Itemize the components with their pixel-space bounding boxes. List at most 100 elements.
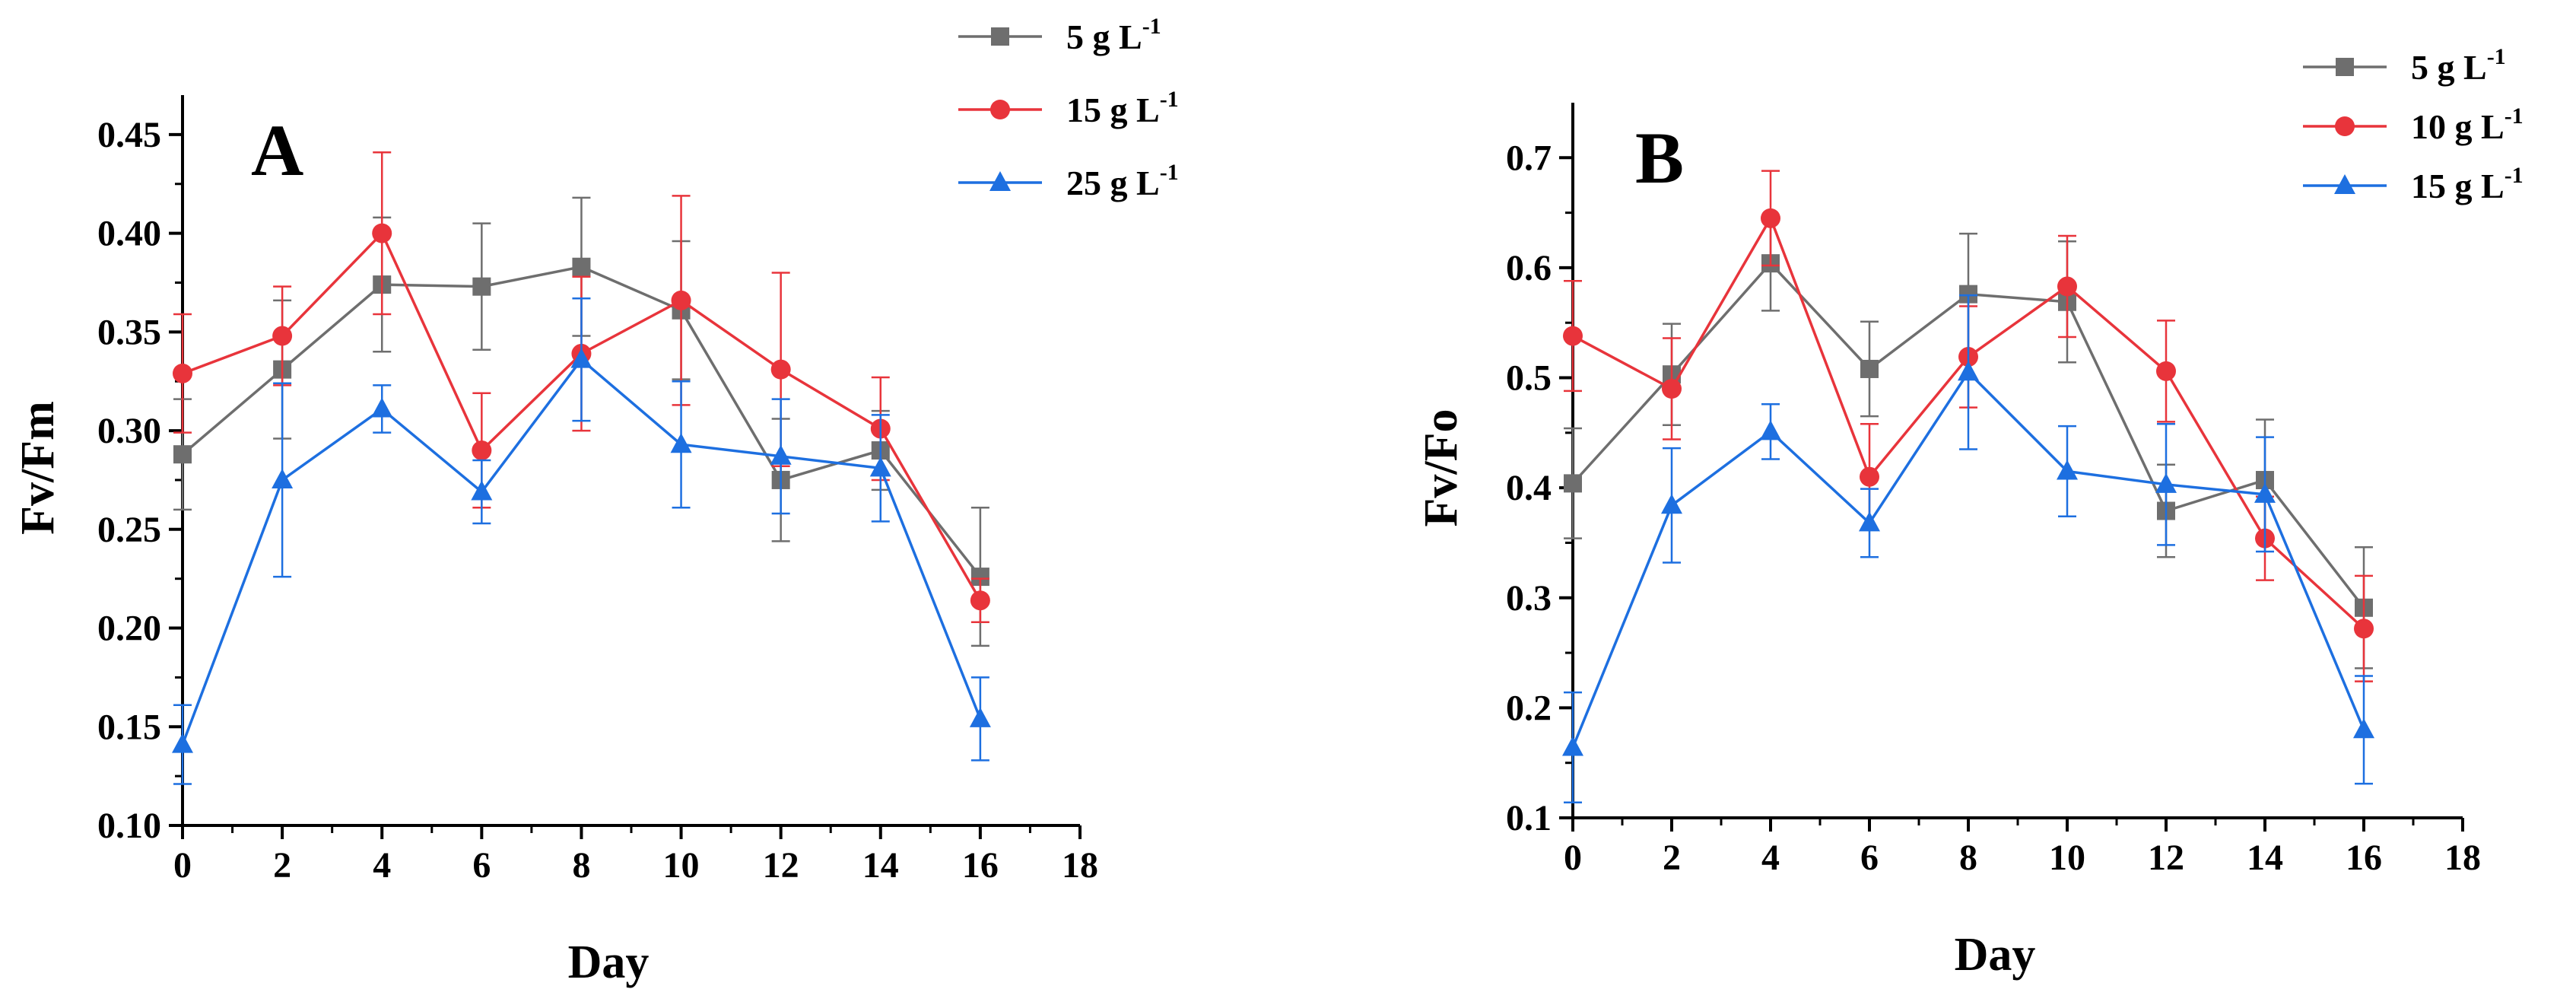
data-point: [2156, 361, 2176, 381]
data-point: [1860, 466, 1879, 487]
legend-label: 15 g L-1: [2411, 163, 2524, 205]
legend-entry: 15 g L-1: [958, 87, 1179, 129]
x-tick-label: 8: [572, 845, 590, 886]
data-point: [570, 348, 592, 368]
legend-marker: [2335, 116, 2355, 136]
y-tick-label: 0.3: [1506, 578, 1552, 619]
data-point: [173, 363, 192, 383]
y-tick-label: 0.30: [97, 411, 161, 451]
data-point: [770, 444, 792, 465]
panel-letter: A: [251, 110, 303, 191]
y-axis-title: Fv/Fm: [12, 401, 64, 535]
legend-marker: [990, 100, 1010, 119]
legend-marker: [989, 171, 1011, 191]
data-point: [2353, 718, 2374, 739]
legend-entry: 5 g L-1: [2303, 44, 2506, 87]
data-point: [272, 326, 293, 346]
legend-entry: 10 g L-1: [2303, 103, 2524, 146]
data-point: [172, 733, 193, 753]
legend-label-superscript: -1: [2505, 163, 2524, 188]
data-point: [1761, 208, 1780, 228]
y-tick-label: 0.40: [97, 214, 161, 254]
x-tick-label: 8: [1959, 838, 1977, 878]
data-point: [2254, 482, 2276, 503]
legend-marker: [2336, 58, 2354, 76]
legend-entry: 5 g L-1: [958, 14, 1161, 56]
legend-entry: 15 g L-1: [2303, 163, 2524, 205]
x-tick-label: 12: [763, 845, 799, 886]
data-point: [1662, 379, 1682, 399]
legend-label-superscript: -1: [1160, 87, 1179, 112]
x-tick-label: 6: [1860, 838, 1879, 878]
data-point: [1860, 359, 1879, 378]
data-point: [372, 223, 392, 243]
y-axis-title: Fv/Fo: [1415, 409, 1467, 527]
legend-label-superscript: -1: [2487, 44, 2506, 69]
data-point: [471, 480, 493, 501]
legend-label-text: 10 g L: [2411, 107, 2505, 146]
x-tick-label: 2: [1663, 838, 1681, 878]
data-point: [1958, 361, 1979, 381]
data-point: [869, 456, 891, 477]
x-tick-label: 4: [373, 845, 391, 886]
legend-entry: 25 g L-1: [958, 160, 1179, 202]
legend-label-superscript: -1: [1160, 160, 1179, 185]
x-tick-label: 2: [273, 845, 291, 886]
y-tick-label: 0.6: [1506, 248, 1552, 288]
x-tick-label: 0: [173, 845, 192, 886]
x-tick-label: 14: [2247, 838, 2283, 878]
data-point: [1564, 474, 1582, 493]
data-point: [671, 290, 691, 310]
x-axis-title: Day: [1955, 929, 2036, 981]
y-tick-label: 0.4: [1506, 468, 1552, 508]
y-tick-label: 0.20: [97, 609, 161, 649]
data-point: [472, 440, 492, 461]
series-2: [1562, 294, 2374, 804]
y-tick-label: 0.25: [97, 510, 161, 550]
x-tick-label: 4: [1761, 838, 1780, 878]
legend-marker: [2334, 174, 2355, 194]
x-tick-label: 16: [962, 845, 999, 886]
y-tick-label: 0.5: [1506, 358, 1552, 399]
x-tick-label: 10: [663, 845, 700, 886]
legend-label-text: 5 g L: [2411, 48, 2487, 87]
data-point: [2057, 276, 2077, 297]
panel-b: 0 2 4 6 8 10 12 14 16 18 0.1 0.2 0.3 0.4 0.5 0.6 0.7 Day F…: [1415, 44, 2524, 981]
y-tick-label: 0.1: [1506, 798, 1552, 838]
legend-label-superscript: -1: [1142, 14, 1161, 39]
legend-label: 15 g L-1: [1066, 87, 1179, 129]
legend-label-text: 15 g L: [2411, 167, 2505, 205]
data-point: [173, 445, 192, 464]
series-2: [172, 297, 991, 785]
y-tick-label: 0.15: [97, 707, 161, 747]
panel-letter: B: [1635, 117, 1684, 199]
data-point: [472, 277, 491, 296]
legend-label-superscript: -1: [2505, 103, 2524, 129]
data-point: [572, 257, 591, 276]
data-point: [1859, 511, 1880, 532]
data-point: [1661, 494, 1682, 514]
x-tick-label: 6: [472, 845, 491, 886]
x-tick-label: 10: [2049, 838, 2085, 878]
legend-marker: [991, 27, 1009, 46]
legend-label-text: 25 g L: [1066, 164, 1160, 202]
legend-label: 10 g L-1: [2411, 103, 2524, 146]
x-tick-label: 18: [2444, 838, 2481, 878]
data-point: [1562, 736, 1583, 756]
data-point: [371, 397, 393, 418]
legend-label-text: 5 g L: [1066, 17, 1142, 56]
legend-label-text: 15 g L: [1066, 91, 1160, 129]
data-point: [272, 468, 294, 488]
x-tick-label: 14: [862, 845, 899, 886]
data-point: [2354, 619, 2374, 639]
data-point: [969, 707, 991, 727]
data-point: [1563, 326, 1583, 346]
data-point: [770, 359, 791, 380]
x-tick-label: 18: [1062, 845, 1098, 886]
y-tick-label: 0.10: [97, 806, 161, 846]
x-tick-label: 12: [2148, 838, 2184, 878]
data-point: [970, 590, 990, 611]
data-point: [2155, 472, 2177, 493]
panel-a: 0 2 4 6 8 10 12 14 16 18 0.10 0.15 0.20 0.25 0.30 0.35 0…: [12, 14, 1179, 988]
